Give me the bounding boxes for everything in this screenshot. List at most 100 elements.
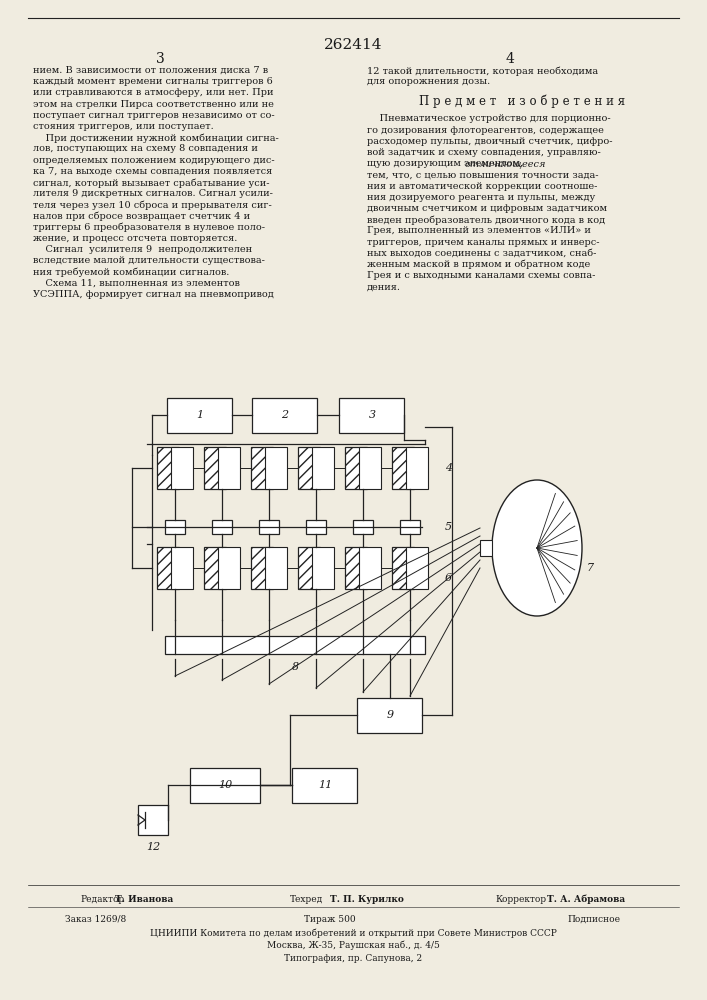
Text: лителя 9 дискретных сигналов. Сигнал усили-: лителя 9 дискретных сигналов. Сигнал уси…	[33, 189, 273, 198]
Text: Подписное: Подписное	[567, 915, 620, 924]
Bar	[171, 547, 193, 589]
Text: теля через узел 10 сброса и прерывателя сиг-: теля через узел 10 сброса и прерывателя …	[33, 200, 271, 210]
Bar	[480, 540, 492, 556]
Text: Техред: Техред	[290, 895, 323, 904]
Text: ных выходов соединены с задатчиком, снаб-: ных выходов соединены с задатчиком, снаб…	[367, 249, 597, 258]
Text: 6: 6	[445, 573, 452, 583]
Bar	[168, 397, 233, 432]
Bar	[392, 547, 414, 589]
Bar	[406, 447, 428, 489]
Bar	[171, 447, 193, 489]
Text: 7: 7	[587, 563, 594, 573]
Text: Корректор: Корректор	[495, 895, 546, 904]
Text: Тираж 500: Тираж 500	[304, 915, 356, 924]
Bar	[400, 520, 420, 534]
Text: ния требуемой комбинации сигналов.: ния требуемой комбинации сигналов.	[33, 268, 229, 277]
Text: отличающееся: отличающееся	[464, 159, 546, 168]
Bar	[339, 397, 404, 432]
Text: 262414: 262414	[324, 38, 382, 52]
Bar	[359, 447, 381, 489]
Bar	[204, 447, 226, 489]
Text: 10: 10	[218, 780, 232, 790]
Text: введен преобразователь двоичного кода в код: введен преобразователь двоичного кода в …	[367, 215, 605, 225]
Text: П р е д м е т   и з о б р е т е н и я: П р е д м е т и з о б р е т е н и я	[419, 94, 625, 108]
Text: Грея и с выходными каналами схемы совпа-: Грея и с выходными каналами схемы совпа-	[367, 271, 595, 280]
Text: Редактор: Редактор	[80, 895, 124, 904]
Bar	[218, 447, 240, 489]
Bar	[218, 547, 240, 589]
Text: лов, поступающих на схему 8 совпадения и: лов, поступающих на схему 8 совпадения и	[33, 144, 258, 153]
Text: Заказ 1269/8: Заказ 1269/8	[65, 915, 127, 924]
Text: 9: 9	[387, 710, 394, 720]
Bar	[251, 547, 273, 589]
Text: 4: 4	[445, 463, 452, 473]
Text: Типография, пр. Сапунова, 2: Типография, пр. Сапунова, 2	[284, 954, 422, 963]
Bar	[312, 447, 334, 489]
Text: Т. А. Абрамова: Т. А. Абрамова	[547, 895, 625, 904]
Text: ния дозируемого реагента и пульпы, между: ния дозируемого реагента и пульпы, между	[367, 193, 595, 202]
Bar	[138, 805, 168, 835]
Text: Схема 11, выполненная из элементов: Схема 11, выполненная из элементов	[33, 279, 240, 288]
Text: 2: 2	[281, 410, 288, 420]
Text: двоичным счетчиком и цифровым задатчиком: двоичным счетчиком и цифровым задатчиком	[367, 204, 607, 213]
Bar	[345, 447, 367, 489]
Bar	[312, 547, 334, 589]
Text: 12 такой длительности, которая необходима: 12 такой длительности, которая необходим…	[367, 66, 598, 76]
Text: стояния триггеров, или поступает.: стояния триггеров, или поступает.	[33, 122, 214, 131]
Text: 5: 5	[445, 522, 452, 532]
Text: 8: 8	[291, 662, 298, 672]
Bar	[251, 447, 273, 489]
Text: го дозирования флотореагентов, содержащее: го дозирования флотореагентов, содержаще…	[367, 126, 604, 135]
Text: вследствие малой длительности существова-: вследствие малой длительности существова…	[33, 256, 265, 265]
Bar	[298, 547, 320, 589]
Bar	[157, 447, 179, 489]
Text: жение, и процесс отсчета повторяется.: жение, и процесс отсчета повторяется.	[33, 234, 238, 243]
Bar	[204, 547, 226, 589]
Text: поступает сигнал триггеров независимо от со-: поступает сигнал триггеров независимо от…	[33, 111, 274, 120]
Bar	[298, 447, 320, 489]
Text: Москва, Ж-35, Раушская наб., д. 4/5: Москва, Ж-35, Раушская наб., д. 4/5	[267, 941, 440, 950]
Bar	[306, 520, 326, 534]
Text: ЦНИИПИ Комитета по делам изобретений и открытий при Совете Министров СССР: ЦНИИПИ Комитета по делам изобретений и о…	[150, 928, 556, 938]
Bar	[345, 547, 367, 589]
Text: триггеры 6 преобразователя в нулевое поло-: триггеры 6 преобразователя в нулевое пол…	[33, 223, 265, 232]
Bar	[358, 698, 423, 732]
Text: Пневматическое устройство для порционно-: Пневматическое устройство для порционно-	[367, 114, 611, 123]
Text: 12: 12	[146, 842, 160, 852]
Text: Т. Иванова: Т. Иванова	[115, 895, 173, 904]
Bar	[265, 447, 287, 489]
Text: Сигнал  усилителя 9  непродолжителен: Сигнал усилителя 9 непродолжителен	[33, 245, 252, 254]
Text: 11: 11	[318, 780, 332, 790]
Text: нием. В зависимости от положения диска 7 в: нием. В зависимости от положения диска 7…	[33, 66, 268, 75]
Bar	[392, 447, 414, 489]
Bar	[265, 547, 287, 589]
Text: или стравливаются в атмосферу, или нет. При: или стравливаются в атмосферу, или нет. …	[33, 88, 274, 97]
Text: 3: 3	[156, 52, 164, 66]
Text: Т. П. Курилко: Т. П. Курилко	[330, 895, 404, 904]
Text: этом на стрелки Пирса соответственно или не: этом на стрелки Пирса соответственно или…	[33, 100, 274, 109]
Text: 3: 3	[368, 410, 375, 420]
Text: 4: 4	[506, 52, 515, 66]
Text: триггеров, причем каналы прямых и инверс-: триггеров, причем каналы прямых и инверс…	[367, 238, 600, 247]
Text: ка 7, на выходе схемы совпадения появляется: ка 7, на выходе схемы совпадения появляе…	[33, 167, 272, 176]
Bar	[165, 636, 425, 654]
Text: налов при сбросе возвращает счетчик 4 и: налов при сбросе возвращает счетчик 4 и	[33, 212, 250, 221]
Bar	[353, 520, 373, 534]
Text: каждый момент времени сигналы триггеров 6: каждый момент времени сигналы триггеров …	[33, 77, 273, 86]
Bar	[165, 520, 185, 534]
Text: ния и автоматической коррекции соотноше-: ния и автоматической коррекции соотноше-	[367, 182, 597, 191]
Text: УСЭППА, формирует сигнал на пневмопривод: УСЭППА, формирует сигнал на пневмопривод	[33, 290, 274, 299]
Text: сигнал, который вызывает срабатывание уси-: сигнал, который вызывает срабатывание ус…	[33, 178, 269, 188]
Text: женным маской в прямом и обратном коде: женным маской в прямом и обратном коде	[367, 260, 590, 269]
Bar	[252, 397, 317, 432]
Text: дения.: дения.	[367, 282, 401, 291]
Text: для опорожнения дозы.: для опорожнения дозы.	[367, 77, 490, 86]
Bar	[359, 547, 381, 589]
Bar	[293, 768, 358, 802]
Text: При достижении нужной комбинации сигна-: При достижении нужной комбинации сигна-	[33, 133, 279, 143]
Text: Грея, выполненный из элементов «ИЛИ» и: Грея, выполненный из элементов «ИЛИ» и	[367, 226, 591, 235]
Bar	[212, 520, 232, 534]
Text: щую дозирующим элементом,: щую дозирующим элементом,	[367, 159, 526, 168]
Text: вой задатчик и схему совпадения, управляю-: вой задатчик и схему совпадения, управля…	[367, 148, 601, 157]
Text: определяемых положением кодирующего дис-: определяемых положением кодирующего дис-	[33, 156, 274, 165]
